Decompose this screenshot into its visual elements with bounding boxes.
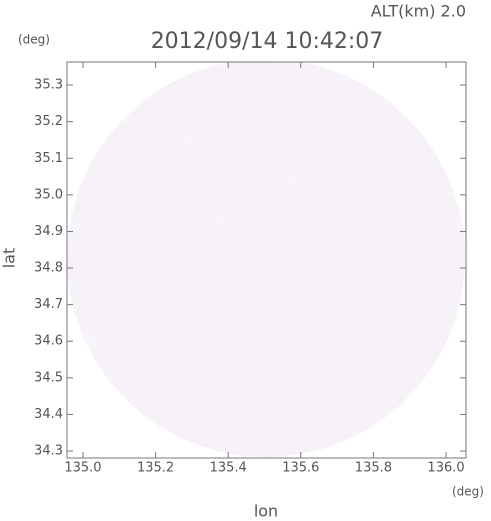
y-tick-label: 35.0: [34, 187, 63, 202]
x-unit: (deg): [452, 485, 484, 499]
y-tick-label: 34.4: [34, 407, 63, 422]
y-tick-label: 35.3: [34, 78, 63, 93]
y-tick-label: 34.5: [34, 370, 63, 385]
y-tick-label: 34.9: [34, 224, 63, 239]
y-tick-label: 34.8: [34, 261, 63, 276]
x-axis-label: lon: [254, 502, 278, 521]
radar-field: [67, 62, 465, 457]
y-tick-label: 35.2: [34, 114, 63, 129]
x-tick-label: 136.0: [427, 461, 464, 476]
plot-frame: [66, 61, 467, 459]
x-tick-label: 135.2: [137, 461, 174, 476]
chart-title: 2012/09/14 10:42:07: [151, 29, 384, 54]
y-tick-label: 35.1: [34, 151, 63, 166]
y-tick-label: 34.6: [34, 334, 63, 349]
y-unit: (deg): [18, 33, 50, 47]
chart-subtitle: ALT(km) 2.0: [371, 2, 466, 21]
radar-texture: [67, 62, 465, 457]
x-tick-label: 135.8: [355, 461, 392, 476]
y-axis-label: lat: [0, 248, 19, 269]
x-tick-label: 135.0: [64, 461, 101, 476]
x-tick-label: 135.6: [282, 461, 319, 476]
x-tick-label: 135.4: [210, 461, 247, 476]
y-tick-label: 34.7: [34, 297, 63, 312]
y-tick-label: 34.3: [34, 444, 63, 459]
